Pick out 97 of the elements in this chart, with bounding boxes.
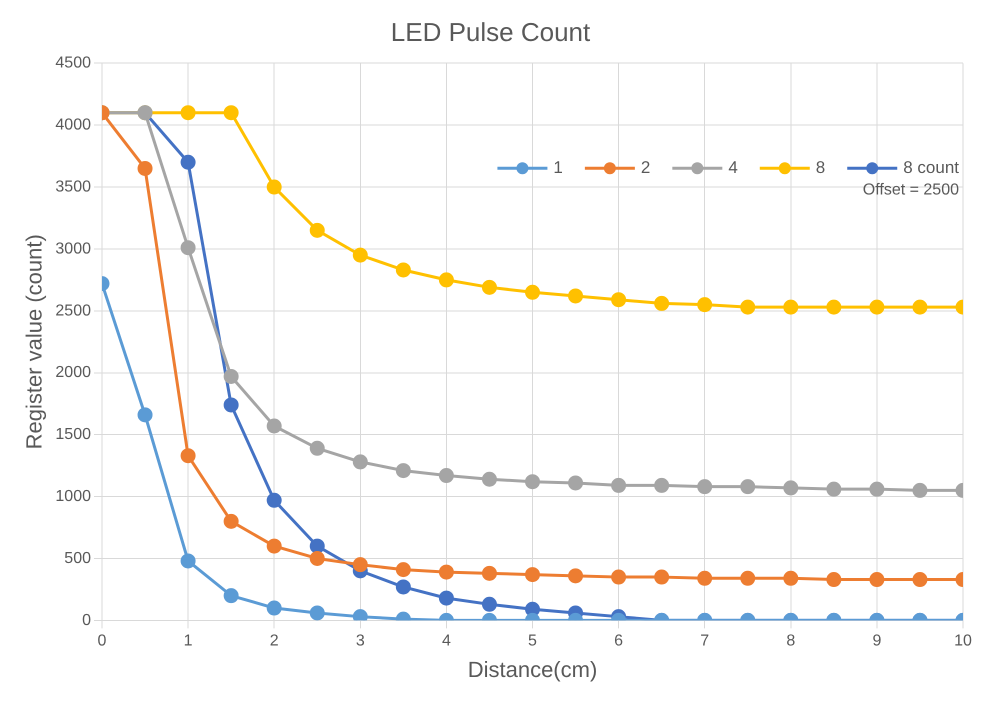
x-tick-label: 8 [786,632,796,650]
point [783,300,798,315]
point [224,514,239,529]
point [180,240,196,256]
point [138,407,153,422]
x-axis-title: Distance(cm) [468,656,598,682]
point [654,296,670,311]
y-tick-label: 4500 [55,54,92,72]
x-tick-label: 9 [872,632,882,650]
legend-label: 8 count [903,158,960,177]
y-tick-label: 3500 [55,178,92,196]
point [611,292,626,308]
y-tick-label: 2000 [55,364,92,382]
point [224,105,239,120]
point [826,300,842,315]
point [783,570,798,586]
point [180,553,196,568]
point [438,272,454,288]
point [524,567,540,582]
point [524,474,540,490]
x-tick-label: 5 [528,632,538,650]
point [826,572,842,588]
point [912,572,928,588]
x-tick-label: 3 [356,632,365,650]
point [396,562,411,578]
point [740,479,756,494]
y-tick-label: 1500 [55,426,92,444]
point [310,440,325,456]
point [654,478,670,493]
point [740,570,756,586]
y-axis-title: Register value (count) [21,234,46,450]
legend-label: 1 [553,158,563,177]
point [568,568,584,584]
point [524,284,540,300]
point [912,300,928,315]
point [266,418,282,434]
point [912,482,928,498]
point [396,463,411,478]
point [697,297,712,312]
point [266,180,282,195]
point [138,160,153,176]
y-tick-label: 0 [82,612,92,629]
y-tick-label: 1000 [55,488,92,505]
legend-label: 8 [816,158,826,177]
point [310,550,325,566]
point [826,482,842,497]
point [396,262,411,278]
point [438,564,454,580]
point [482,280,497,295]
point [266,492,282,508]
x-tick-label: 6 [614,632,624,650]
point [352,454,368,470]
point [180,448,196,464]
point [611,570,626,585]
y-tick-label: 2500 [55,302,92,320]
point [568,475,584,490]
point [180,105,196,120]
point [310,538,325,554]
y-tick-label: 500 [64,550,92,567]
point [697,570,712,586]
point [224,397,239,412]
chart-title: LED Pulse Count [390,16,591,47]
point [697,479,712,494]
point [352,248,368,263]
point [869,572,884,588]
point [396,579,411,594]
point [310,605,325,620]
point [224,368,239,384]
point [310,222,325,238]
x-tick-label: 2 [270,632,279,650]
x-tick-label: 0 [98,632,107,650]
point [654,570,670,585]
x-tick-label: 10 [954,632,972,650]
x-tick-label: 7 [700,632,710,650]
point [611,478,626,493]
point [180,154,196,170]
legend-label: 4 [728,158,738,177]
point [266,538,282,554]
point [438,468,454,484]
point [783,480,798,496]
point [352,557,368,572]
point [438,590,454,606]
annotation: Offset = 2500 [862,182,960,199]
point [740,300,756,315]
x-tick-label: 1 [184,632,193,650]
point [266,600,282,616]
point [482,566,497,581]
y-tick-label: 3000 [55,240,92,258]
legend-label: 2 [640,158,650,177]
point [869,482,884,497]
point [224,588,239,604]
y-tick-label: 4000 [55,116,92,134]
point [869,300,884,315]
point [482,472,497,487]
x-tick-label: 4 [442,632,451,650]
point [482,596,497,612]
point [568,288,584,304]
